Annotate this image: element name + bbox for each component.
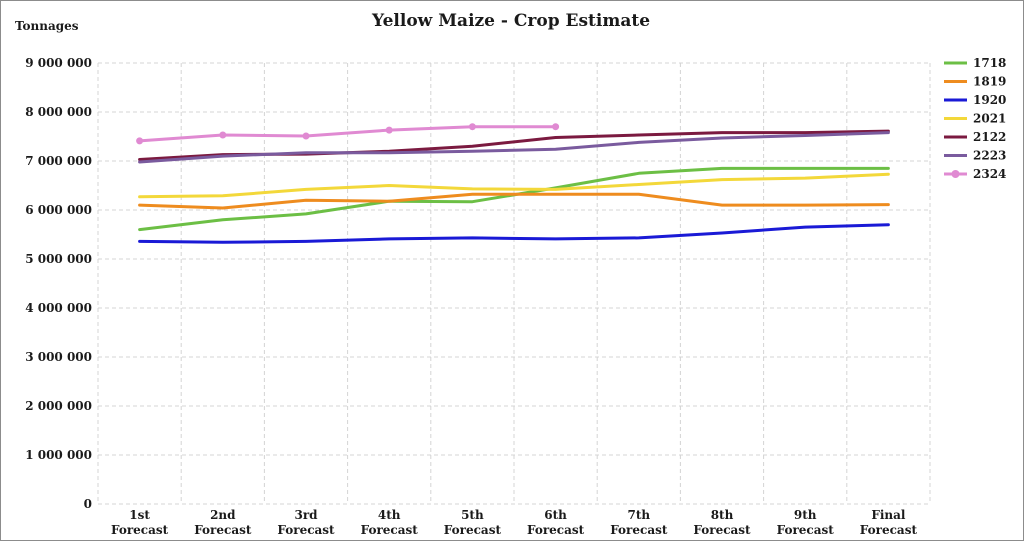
chart-title: Yellow Maize - Crop Estimate [371,11,650,31]
y-tick-label: 6 000 000 [25,203,92,217]
y-tick-label: 4 000 000 [25,301,92,315]
x-tick-label: 1st Forecast [111,508,169,537]
series-line-2324 [138,125,558,143]
legend-label-2223: 2223 [973,149,1006,163]
series-lines [136,123,890,244]
y-tick-label: 3 000 000 [25,350,92,364]
data-point-2324 [136,137,144,145]
legend-label-1920: 1920 [973,93,1006,107]
y-tick-label: 7 000 000 [25,154,92,168]
legend-label-2324: 2324 [973,167,1006,181]
y-tick-label: 5 000 000 [25,252,92,266]
series-line-1819 [138,192,890,210]
y-tick-label: 1 000 000 [25,448,92,462]
y-tick-label: 9 000 000 [25,56,92,70]
legend-label-2021: 2021 [973,112,1006,126]
legend-marker-2324 [951,170,960,178]
y-axis-label: Tonnages [15,19,79,33]
x-tick-label: Final Forecast [860,508,918,537]
x-tick-label: 2nd Forecast [194,508,252,537]
x-tick-label: 4th Forecast [361,508,419,537]
x-tick-label: 3rd Forecast [277,508,335,537]
series-line-1920 [138,223,890,244]
x-tick-label: 9th Forecast [777,508,835,537]
x-tick-label: 5th Forecast [444,508,502,537]
legend-label-1718: 1718 [973,56,1006,70]
grid [97,62,931,505]
data-point-2324 [468,123,476,131]
legend: 1718 1819 1920 2021 2122 2223 2324 [944,56,1006,181]
data-point-2324 [219,131,227,139]
legend-label-2122: 2122 [973,130,1006,144]
x-tick-label: 6th Forecast [527,508,585,537]
series-line-2021 [138,172,890,199]
legend-label-1819: 1819 [973,75,1006,89]
x-axis-ticks: 1st Forecast 2nd Forecast 3rd Forecast 4th Fore… [111,508,917,537]
series-line-2223 [138,131,890,164]
y-tick-label: 0 [84,497,92,511]
x-tick-label: 7th Forecast [610,508,668,537]
y-tick-label: 2 000 000 [25,399,92,413]
data-point-2324 [385,126,393,134]
y-axis-ticks: 0 1 000 000 2 000 000 3 000 000 4 000 000 5 0… [25,56,92,511]
data-point-2324 [552,123,560,131]
data-point-2324 [302,132,310,140]
x-tick-label: 8th Forecast [693,508,751,537]
y-tick-label: 8 000 000 [25,105,92,119]
